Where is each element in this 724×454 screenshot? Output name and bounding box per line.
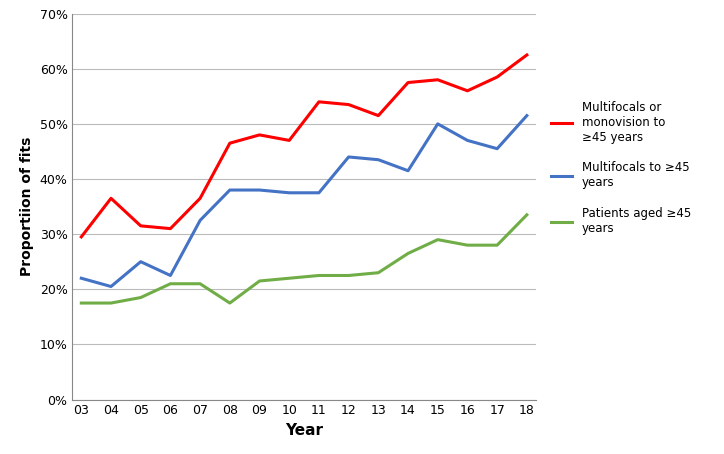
Multifocals to ≥45
years (493, 146, 502, 151)
Multifocals or
monovision to
≥45 years (404, 80, 413, 85)
Line: Multifocals to ≥45
years: Multifocals to ≥45 years (81, 116, 527, 286)
Patients aged ≥45
years (136, 295, 145, 300)
Legend: Multifocals or
monovision to
≥45 years, Multifocals to ≥45
years, Patients aged : Multifocals or monovision to ≥45 years, … (551, 101, 691, 235)
Line: Multifocals or
monovision to
≥45 years: Multifocals or monovision to ≥45 years (81, 55, 527, 237)
Multifocals or
monovision to
≥45 years (463, 88, 472, 94)
Patients aged ≥45
years (404, 251, 413, 256)
Multifocals or
monovision to
≥45 years (166, 226, 174, 232)
Multifocals to ≥45
years (77, 276, 85, 281)
Multifocals or
monovision to
≥45 years (106, 196, 115, 201)
Patients aged ≥45
years (315, 273, 324, 278)
Multifocals or
monovision to
≥45 years (225, 140, 234, 146)
Multifocals to ≥45
years (315, 190, 324, 196)
Patients aged ≥45
years (255, 278, 264, 284)
Multifocals or
monovision to
≥45 years (285, 138, 293, 143)
Patients aged ≥45
years (225, 301, 234, 306)
Multifocals to ≥45
years (166, 273, 174, 278)
Multifocals to ≥45
years (225, 188, 234, 193)
Line: Patients aged ≥45
years: Patients aged ≥45 years (81, 215, 527, 303)
Multifocals or
monovision to
≥45 years (434, 77, 442, 83)
Multifocals or
monovision to
≥45 years (195, 196, 204, 201)
Multifocals to ≥45
years (434, 121, 442, 127)
Y-axis label: Proportiion of fits: Proportiion of fits (20, 137, 34, 276)
Multifocals or
monovision to
≥45 years (255, 132, 264, 138)
Multifocals or
monovision to
≥45 years (493, 74, 502, 80)
Multifocals to ≥45
years (374, 157, 383, 163)
Patients aged ≥45
years (285, 276, 293, 281)
Patients aged ≥45
years (195, 281, 204, 286)
Multifocals or
monovision to
≥45 years (374, 113, 383, 118)
Patients aged ≥45
years (166, 281, 174, 286)
Patients aged ≥45
years (106, 301, 115, 306)
Multifocals to ≥45
years (345, 154, 353, 160)
Multifocals to ≥45
years (136, 259, 145, 264)
Multifocals or
monovision to
≥45 years (77, 234, 85, 240)
Patients aged ≥45
years (434, 237, 442, 242)
Patients aged ≥45
years (77, 301, 85, 306)
Multifocals to ≥45
years (255, 188, 264, 193)
Multifocals to ≥45
years (106, 284, 115, 289)
Multifocals to ≥45
years (463, 138, 472, 143)
Multifocals or
monovision to
≥45 years (136, 223, 145, 228)
Patients aged ≥45
years (463, 242, 472, 248)
Patients aged ≥45
years (345, 273, 353, 278)
Patients aged ≥45
years (374, 270, 383, 276)
Patients aged ≥45
years (523, 212, 531, 217)
Multifocals or
monovision to
≥45 years (523, 52, 531, 58)
X-axis label: Year: Year (285, 423, 323, 438)
Multifocals to ≥45
years (195, 217, 204, 223)
Patients aged ≥45
years (493, 242, 502, 248)
Multifocals or
monovision to
≥45 years (345, 102, 353, 107)
Multifocals or
monovision to
≥45 years (315, 99, 324, 104)
Multifocals to ≥45
years (404, 168, 413, 173)
Multifocals to ≥45
years (285, 190, 293, 196)
Multifocals to ≥45
years (523, 113, 531, 118)
